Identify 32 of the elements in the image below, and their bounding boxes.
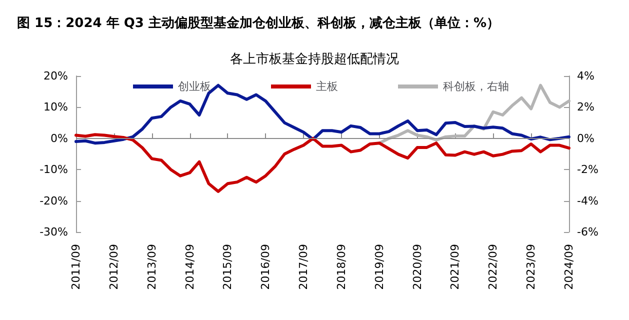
y-tick-label: -20% [40,194,68,208]
y2-tick-label: 0% [577,132,594,145]
y-tick-label: 0% [50,132,68,145]
legend-label: 创业板 [178,80,211,93]
x-tick-label: 2019/09 [372,244,386,290]
y2-tick-label: 2% [577,100,594,114]
legend-label: 主板 [316,80,338,93]
y2-tick-label: 4% [577,70,594,82]
x-tick-label: 2011/09 [70,244,82,290]
x-tick-label: 2024/09 [562,244,576,290]
y-tick-label: -10% [40,163,68,176]
x-tick-label: 2022/09 [486,244,500,290]
chart-title: 图 15：2024 年 Q3 主动偏股型基金加仓创业板、科创板，减仓主板（单位：%） [17,15,500,31]
x-tick-label: 2017/09 [297,244,310,290]
y-tick-label: -30% [40,226,68,238]
y2-tick-label: -2% [577,163,598,176]
x-tick-label: 2020/09 [410,244,424,290]
x-tick-label: 2013/09 [145,244,158,290]
chart-subtitle: 各上市板基金持股超低配情况 [230,52,399,67]
x-tick-label: 2012/09 [107,244,120,290]
y2-tick-label: -6% [577,226,598,238]
x-tick-label: 2021/09 [448,244,462,290]
y-tick-label: 10% [44,100,68,114]
x-tick-label: 2016/09 [259,244,272,290]
x-tick-label: 2023/09 [524,244,538,290]
y2-tick-label: -4% [577,194,598,208]
legend-label: 科创板，右轴 [443,80,509,93]
x-tick-label: 2018/09 [334,244,348,290]
line-series [74,133,570,193]
x-tick-label: 2014/09 [183,244,196,290]
x-tick-label: 2015/09 [221,244,234,290]
y-tick-label: 20% [44,70,68,82]
